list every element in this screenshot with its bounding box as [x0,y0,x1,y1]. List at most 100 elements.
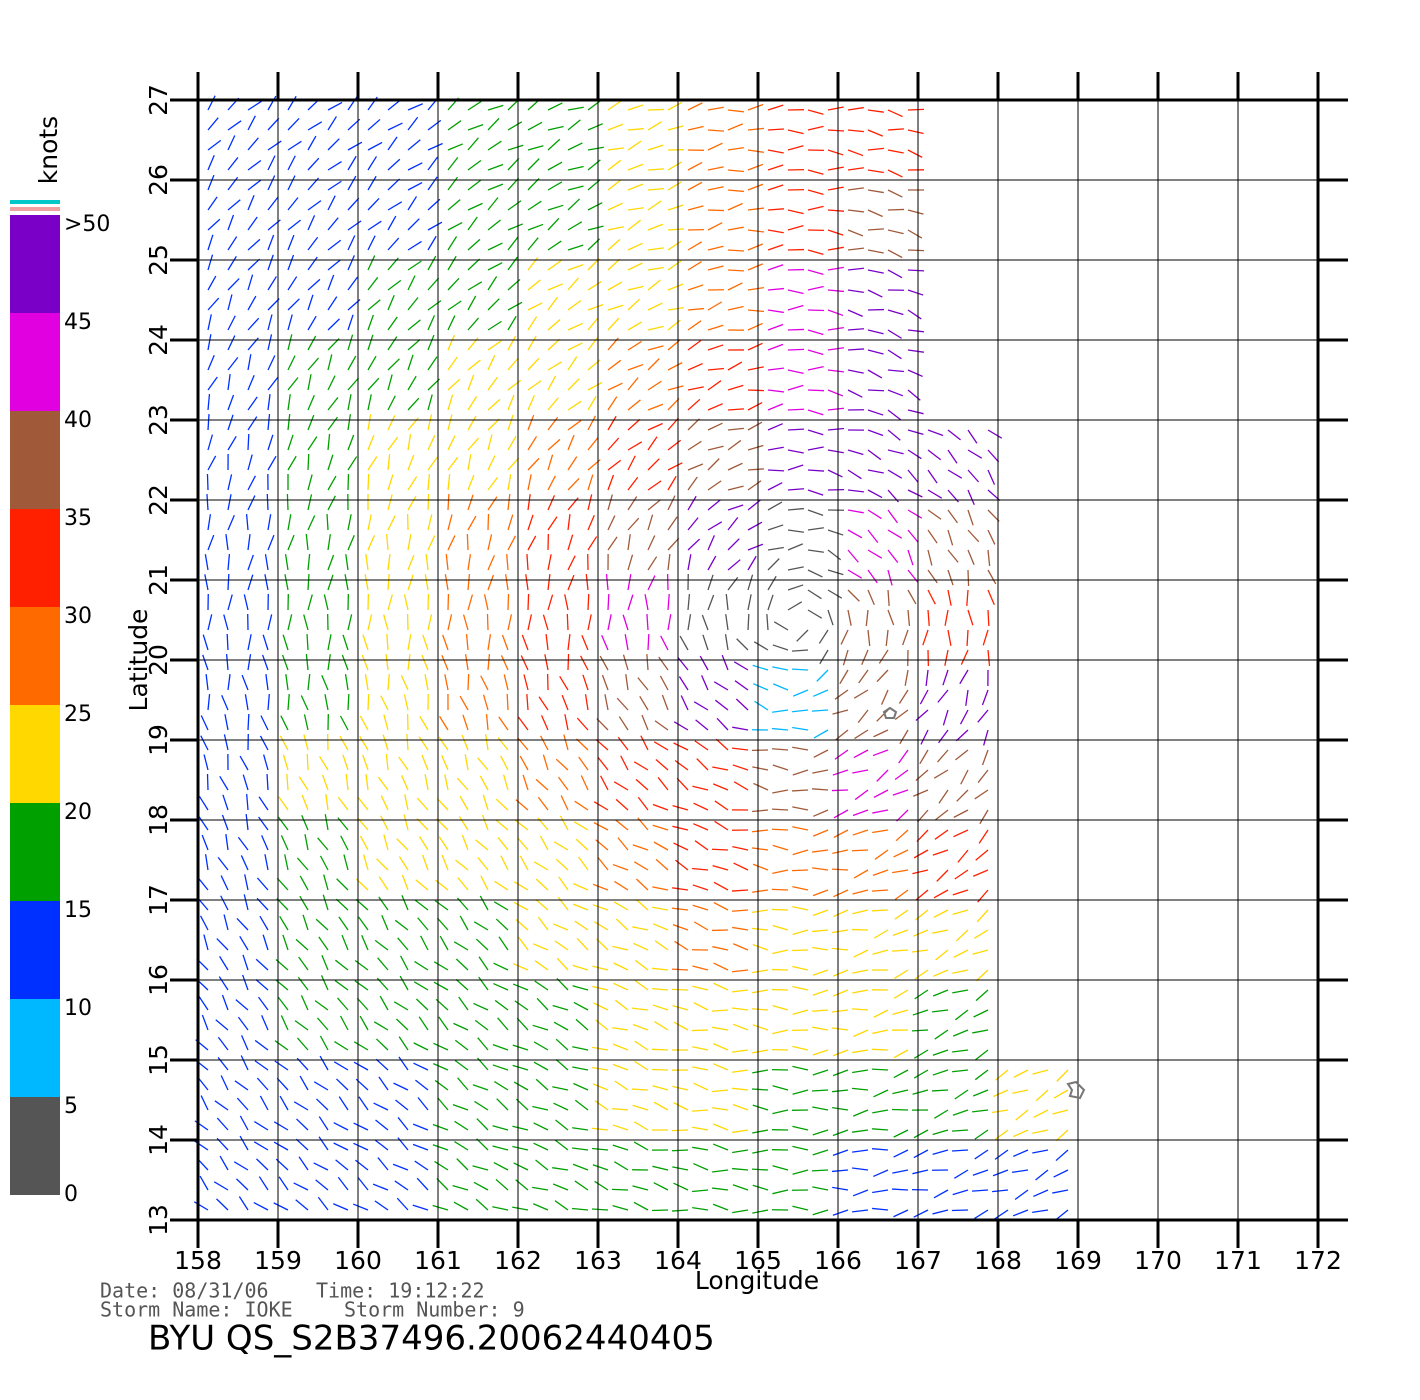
wind-vector [747,389,765,392]
wind-vector [667,319,681,331]
wind-vector [752,809,769,813]
wind-vector [832,969,849,977]
wind-vector [853,949,869,958]
wind-vector [567,478,580,491]
wind-vector [667,495,676,511]
wind-vector [747,229,764,233]
wind-vector [398,1036,409,1051]
wind-vector [257,996,269,1011]
wind-vector [227,374,231,391]
wind-vector [197,1077,209,1091]
wind-vector [647,223,664,231]
wind-vector [347,414,352,431]
wind-vector [607,159,622,171]
wind-cell [287,334,360,411]
wind-vector [572,903,589,911]
wind-vector [675,859,689,871]
colorbar-swatch [10,509,60,607]
colorbar-cap [10,200,60,204]
wind-vector [287,118,300,131]
wind-vector [573,1082,589,1091]
wind-vector [1055,1209,1069,1221]
wind-vector [434,900,449,911]
wind-vector [359,735,369,751]
wind-vector [787,543,804,551]
wind-vector [261,835,269,851]
wind-vector [907,329,924,333]
wind-vector [227,120,242,131]
wind-vector [867,409,884,416]
wind-vector [887,329,902,339]
wind-vector [907,549,914,566]
wind-vector [415,1079,429,1091]
wind-vector [767,423,783,431]
wind-vector [527,121,543,131]
wind-vector [416,797,429,811]
wind-vector [447,222,463,231]
wind-vector [473,1181,489,1191]
wind-vector [632,926,649,931]
wind-vector [247,574,254,591]
wind-vector [533,943,549,951]
wind-vector [324,814,329,831]
wind-vector [887,509,899,524]
wind-vector [791,649,809,652]
wind-vector [407,354,414,371]
wind-vector [767,501,783,511]
wind-vector [365,774,369,791]
wind-vector [287,455,297,471]
wind-vector [407,319,421,331]
wind-vector [887,389,904,397]
wind-vector [542,614,549,631]
wind-cell [207,174,281,251]
wind-vector [907,349,924,353]
wind-vector [954,1169,969,1179]
wind-vector [477,757,489,771]
wind-vector [607,179,621,191]
wind-vector [967,529,980,543]
wind-vector [813,749,829,758]
wind-vector [673,1102,689,1111]
x-axis-label: Longitude [695,1266,819,1295]
wind-vector [406,733,409,751]
wind-vector [595,1019,609,1031]
wind-vector [975,1049,989,1061]
wind-vector [807,205,824,211]
wind-vector [266,493,269,511]
wind-vector [591,1208,609,1211]
wind-vector [981,749,989,766]
wind-cell [687,102,764,173]
wind-vector [267,196,279,211]
wind-vector [912,929,929,937]
wind-vector [287,377,299,391]
wind-vector [267,117,280,131]
wind-vector [547,338,561,351]
wind-vector [287,355,296,371]
wind-vector [952,1189,969,1196]
wind-vector [487,398,501,411]
wind-vector [727,189,744,193]
wind-vector [267,394,271,411]
wind-vector [419,836,429,851]
wind-vector [382,734,389,751]
wind-vector [358,1096,369,1111]
wind-vector [323,594,329,611]
wind-vector [555,858,569,871]
wind-vector [672,924,689,931]
wind-vector [327,101,343,111]
wind-vector [938,789,949,804]
wind-vector [338,916,349,931]
wind-vector [526,693,529,711]
wind-vector [827,529,844,536]
wind-vector [327,296,338,311]
wind-vector [233,1161,249,1171]
wind-vector [357,1177,369,1191]
wind-vector [687,362,703,371]
wind-vector [947,549,959,563]
wind-vector [342,754,349,771]
wind-vector [552,1004,569,1011]
wind-vector [767,244,784,251]
wind-vector [927,609,930,627]
wind-vector [827,209,845,212]
wind-vector [994,1129,1009,1141]
